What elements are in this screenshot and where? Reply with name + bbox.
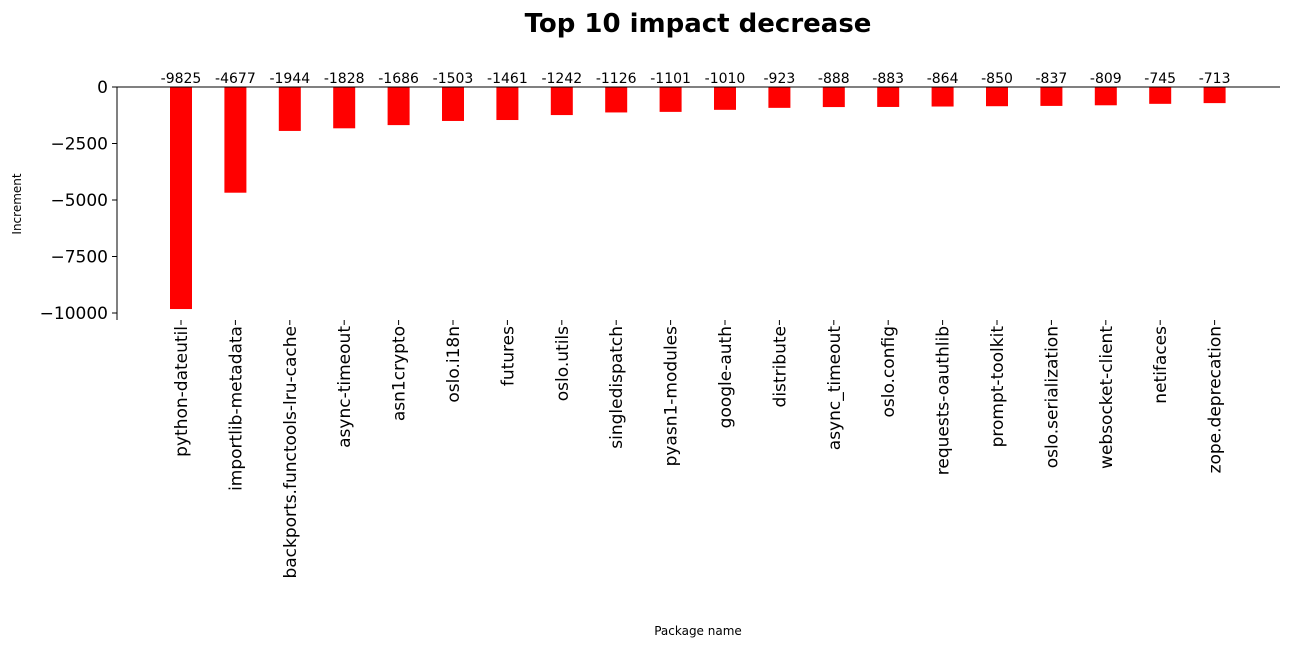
bar <box>659 87 682 112</box>
x-tick-label: zope.deprecation <box>1206 326 1226 473</box>
x-tick-label: async_timeout <box>825 326 845 451</box>
x-tick-label: backports.functools-lru-cache <box>281 326 301 579</box>
x-tick-label: pyasn1-modules <box>662 326 682 467</box>
bar <box>170 87 192 310</box>
x-tick-label: oslo.i18n <box>444 326 464 403</box>
x-axis: python-dateutil importlib-metadata backpor… <box>117 86 1280 579</box>
bar-value-label: -713 <box>1199 71 1231 87</box>
bar <box>931 87 954 107</box>
bar-value-label: -883 <box>872 71 904 87</box>
bar-value-label: -1828 <box>324 71 365 87</box>
x-tick-label: futures <box>498 326 518 386</box>
bar-value-label: -888 <box>818 71 850 87</box>
bar <box>496 87 519 121</box>
chart-title: Top 10 impact decrease <box>525 9 872 39</box>
bar-value-label: -4677 <box>215 71 256 87</box>
bar-value-label: -1242 <box>541 71 582 87</box>
y-axis-label: Increment <box>10 173 24 234</box>
x-tick-label: requests-oauthlib <box>934 326 954 475</box>
bar <box>550 87 573 116</box>
y-tick-label: 0 <box>97 78 108 98</box>
bar <box>387 87 410 126</box>
x-tick-label: oslo.serialization <box>1042 326 1062 468</box>
bar-value-label: -864 <box>927 71 959 87</box>
x-tick-label: distribute <box>770 326 790 407</box>
bar-value-label: -1686 <box>378 71 419 87</box>
bars-group: -9825 -4677 -1944 -1828 -1686 -1503 -1461 -1242… <box>161 71 1231 310</box>
bar-value-label: -837 <box>1036 71 1068 87</box>
bar <box>986 87 1008 107</box>
bar <box>224 87 247 193</box>
bar <box>333 87 356 129</box>
bar <box>1203 87 1226 104</box>
x-axis-label: Package name <box>654 624 742 638</box>
bar-value-label: -809 <box>1090 71 1122 87</box>
bar-value-label: -1101 <box>650 71 691 87</box>
bar <box>1094 87 1117 106</box>
bar <box>714 87 736 110</box>
bar <box>768 87 791 108</box>
bar <box>278 87 301 131</box>
bar-value-label: -1503 <box>433 71 474 87</box>
y-tick-label: −5000 <box>50 191 108 211</box>
bar <box>605 87 628 113</box>
bar-value-label: -9825 <box>161 71 202 87</box>
x-tick-label: importlib-metadata <box>226 326 246 491</box>
bar <box>822 87 845 108</box>
bar-value-label: -745 <box>1144 71 1176 87</box>
bar-value-label: -1461 <box>487 71 528 87</box>
x-tick-label: asn1crypto <box>390 326 410 421</box>
bar-value-label: -1010 <box>705 71 746 87</box>
x-tick-label: singledispatch <box>607 326 627 449</box>
x-tick-label: oslo.utils <box>553 326 573 401</box>
x-tick-label: async-timeout <box>335 326 355 448</box>
bar <box>1149 87 1172 104</box>
bar-value-label: -1126 <box>596 71 637 87</box>
x-tick-label: websocket-client <box>1097 326 1117 469</box>
bar-value-label: -923 <box>764 71 796 87</box>
y-tick-label: −10000 <box>40 304 108 324</box>
y-axis: 0 −2500 −5000 −7500 −10000 <box>40 78 118 324</box>
bar <box>877 87 900 107</box>
bar <box>442 87 464 121</box>
x-tick-label: python-dateutil <box>172 326 192 457</box>
x-tick-label: netifaces <box>1151 326 1171 404</box>
y-tick-label: −7500 <box>50 248 108 268</box>
y-tick-label: −2500 <box>50 135 108 155</box>
x-tick-label: oslo.config <box>879 326 899 418</box>
x-tick-label: google-auth <box>716 326 736 428</box>
bar <box>1040 87 1063 106</box>
bar-value-label: -850 <box>981 71 1013 87</box>
bar-value-label: -1944 <box>269 71 310 87</box>
x-tick-label: prompt-toolkit <box>988 326 1008 448</box>
